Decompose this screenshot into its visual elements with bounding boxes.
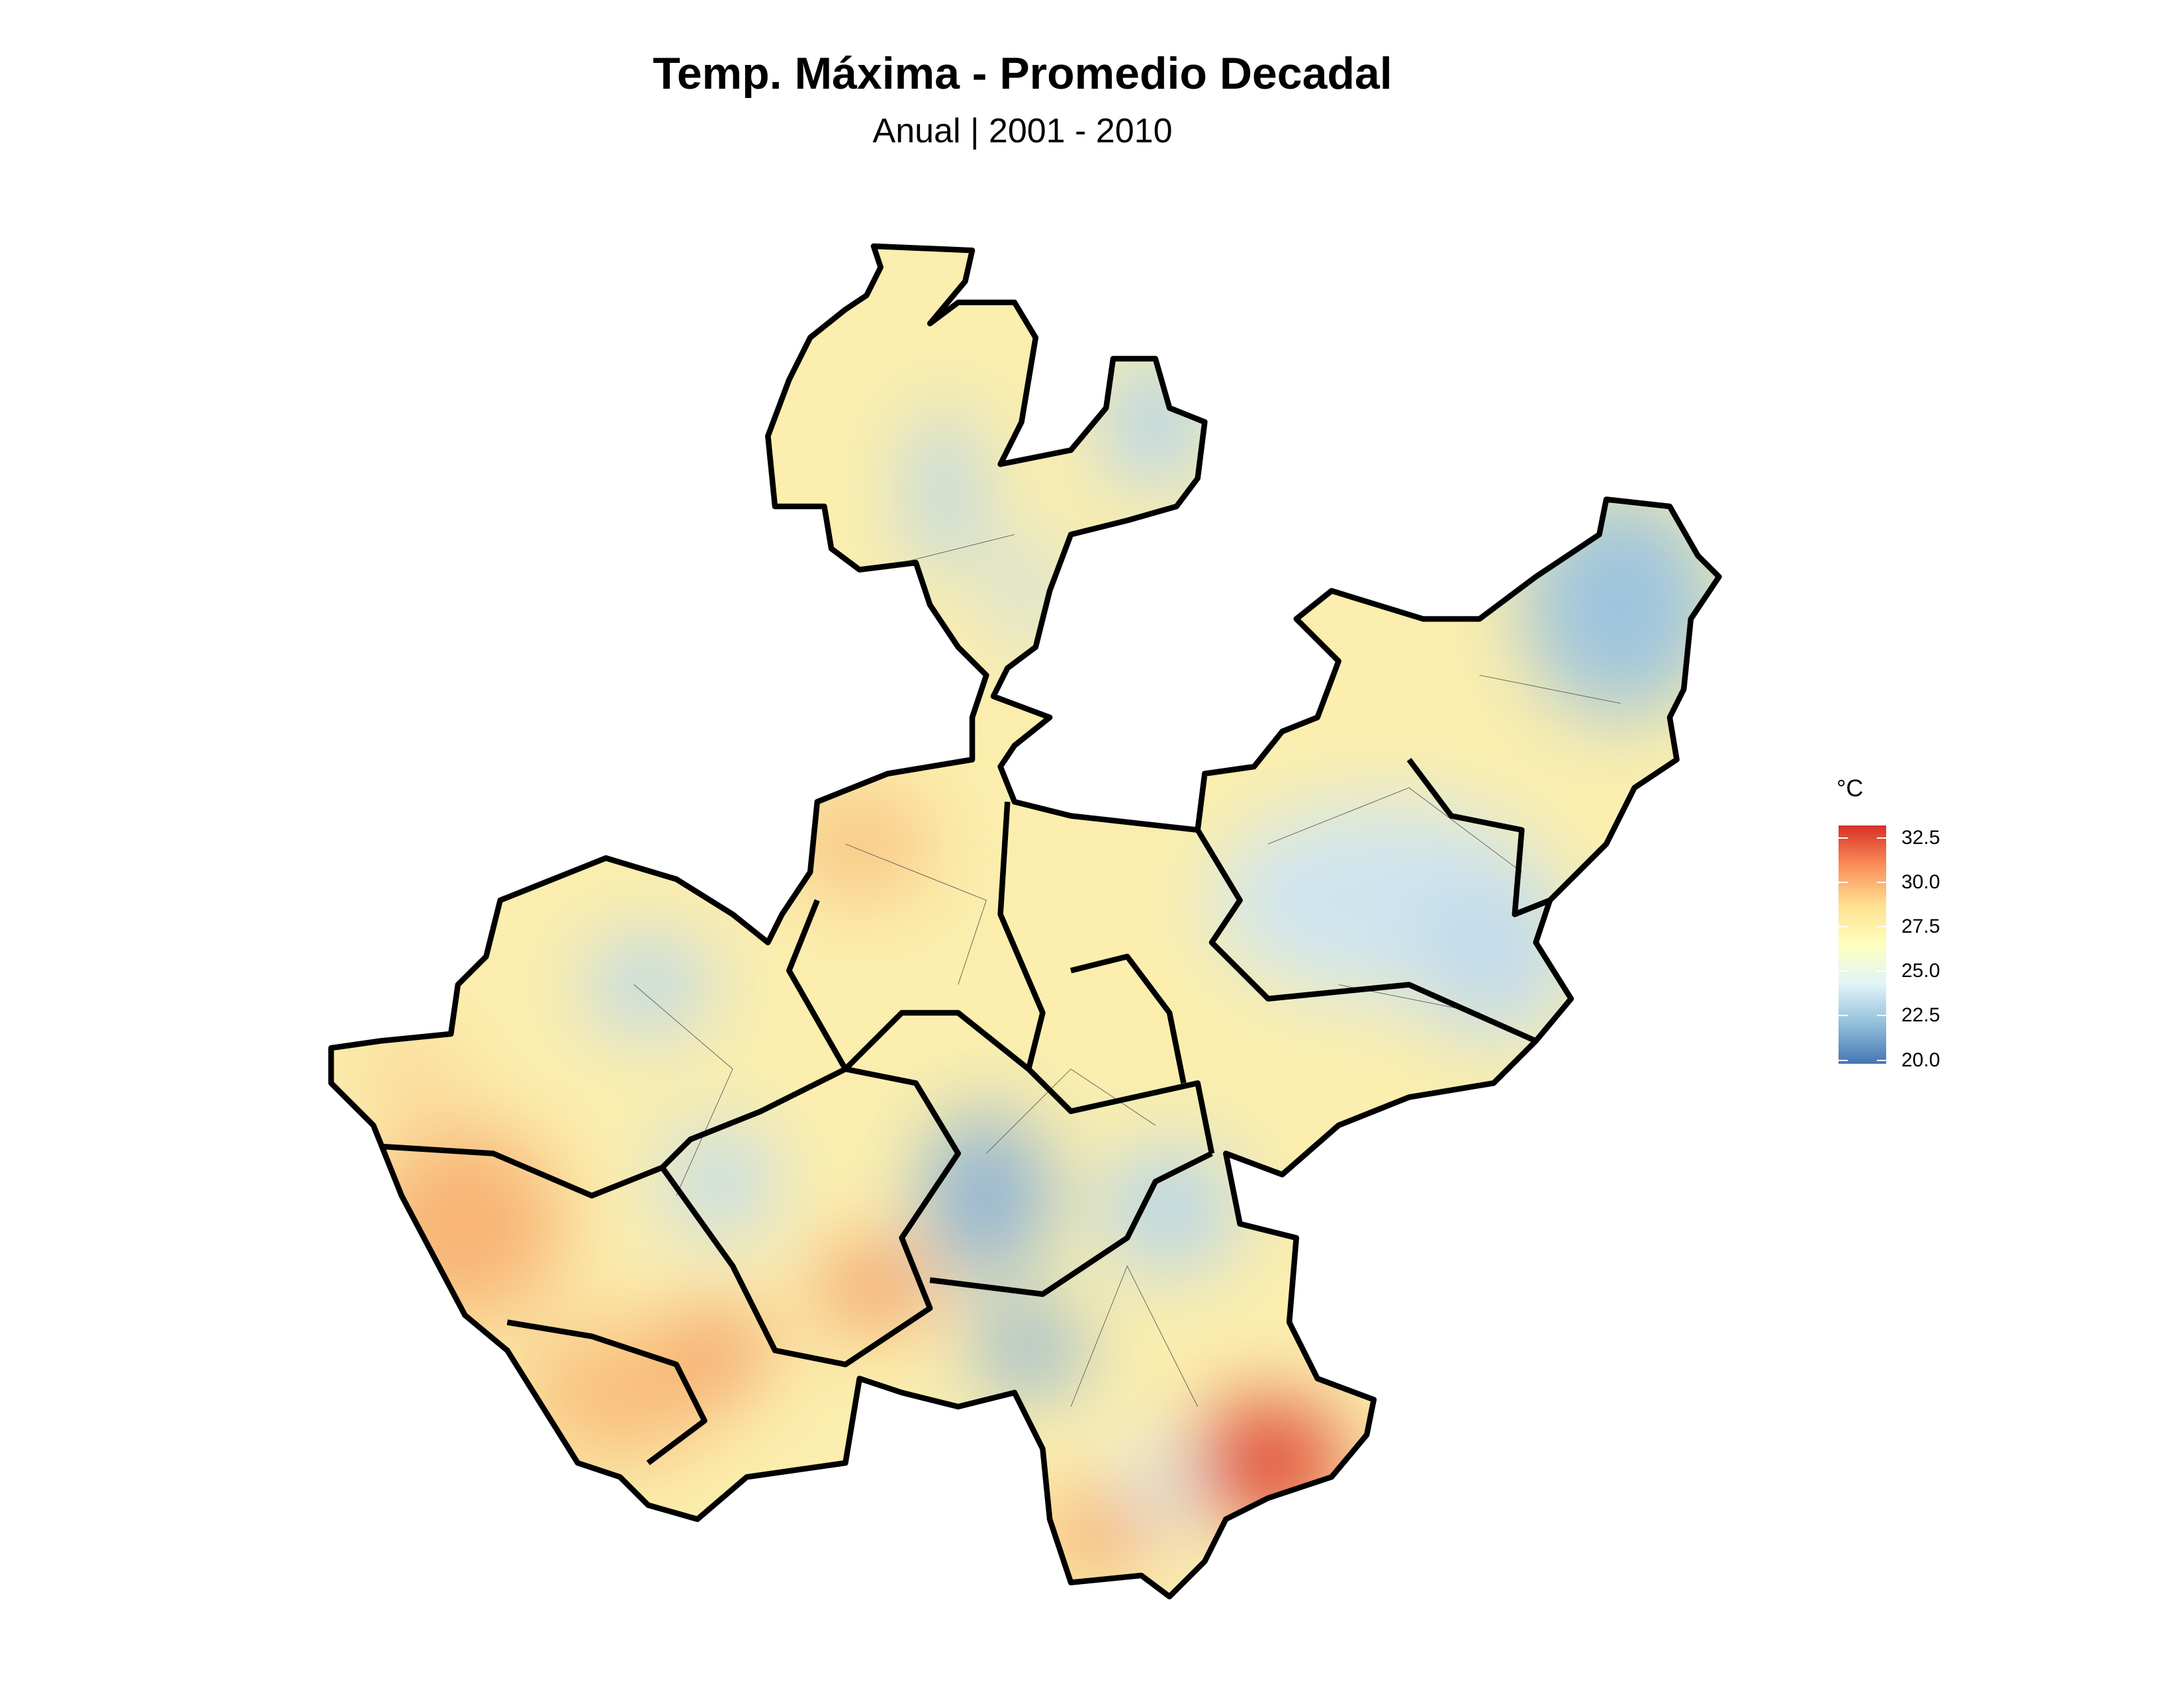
legend-tick-label: 30.0 <box>1901 870 1940 893</box>
legend-tick-mark <box>1877 1015 1886 1017</box>
legend-tick-mark <box>1839 881 1848 883</box>
legend-tick-mark <box>1877 837 1886 839</box>
legend-colorbar <box>1839 825 1886 1064</box>
legend-tick-mark <box>1839 837 1848 839</box>
legend-tick-label: 22.5 <box>1901 1004 1940 1027</box>
region-borders <box>331 246 1719 1597</box>
legend-tick-mark <box>1877 1059 1886 1061</box>
legend-tick-mark <box>1877 970 1886 972</box>
legend-tick-mark <box>1877 881 1886 883</box>
legend-title: °C <box>1837 774 1864 802</box>
legend-tick-label: 32.5 <box>1901 826 1940 849</box>
legend-tick-label: 27.5 <box>1901 915 1940 938</box>
municipal-borders <box>633 534 1621 1407</box>
legend-tick-mark <box>1839 970 1848 972</box>
map-subtitle: Anual | 2001 - 2010 <box>872 112 1173 150</box>
legend-tick-mark <box>1839 1015 1848 1017</box>
legend-tick-mark <box>1839 1059 1848 1061</box>
color-legend: °C 32.5 30.0 27.5 25.0 22.5 20.0 <box>1837 774 2002 1072</box>
legend-tick-label: 20.0 <box>1901 1049 1940 1071</box>
legend-tick-mark <box>1877 926 1886 928</box>
legend-tick-mark <box>1839 926 1848 928</box>
map-title: Temp. Máxima - Promedio Decadal <box>653 48 1392 99</box>
legend-tick-label: 25.0 <box>1901 960 1940 982</box>
